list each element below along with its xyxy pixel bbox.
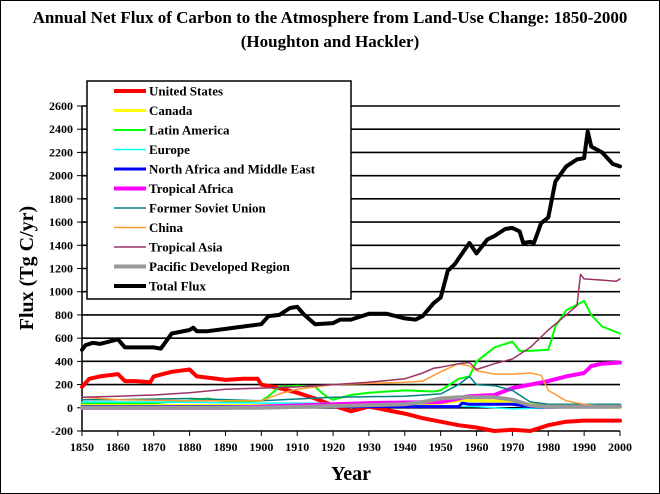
legend: United States Canada Latin America Europe No… xyxy=(86,80,352,300)
y-tick-label: 800 xyxy=(55,308,73,322)
y-tick-label: 2200 xyxy=(49,145,73,159)
x-tick-label: 1990 xyxy=(572,440,596,454)
x-tick-label: 1950 xyxy=(429,440,453,454)
x-tick-label: 1860 xyxy=(106,440,130,454)
x-tick-label: 1920 xyxy=(321,440,345,454)
chart-title: Annual Net Flux of Carbon to the Atmosph… xyxy=(32,8,628,27)
x-tick-label: 1930 xyxy=(357,440,381,454)
x-tick-label: 2000 xyxy=(608,440,632,454)
y-tick-label: -200 xyxy=(51,424,73,438)
series-line-china xyxy=(81,362,621,409)
x-tick-label: 1940 xyxy=(393,440,417,454)
series-line-united-states xyxy=(80,367,622,433)
legend-label-tropical-africa: Tropical Africa xyxy=(149,181,234,196)
series-line-former-soviet-union xyxy=(81,375,621,406)
x-tick-label: 1980 xyxy=(536,440,560,454)
y-tick-label: 400 xyxy=(55,354,73,368)
x-tick-label: 1910 xyxy=(285,440,309,454)
x-axis: 1850 1860 1870 1880 1890 1900 1910 1920 1930 1940… xyxy=(70,430,632,454)
legend-label-united-states: United States xyxy=(149,84,223,99)
y-axis-label: Flux (Tg C/yr) xyxy=(16,206,38,330)
y-tick-label: 600 xyxy=(55,331,73,345)
series-lines xyxy=(80,129,622,433)
legend-label-north-africa-and-middle-east: North Africa and Middle East xyxy=(149,162,316,177)
y-tick-label: 2400 xyxy=(49,122,73,136)
y-tick-label: 2000 xyxy=(49,169,73,183)
y-tick-label: 2600 xyxy=(49,99,73,113)
x-tick-label: 1900 xyxy=(249,440,273,454)
series-line-latin-america xyxy=(81,300,621,405)
series-line-pacific-developed-region xyxy=(80,395,622,410)
series-line-tropical-asia xyxy=(81,273,621,399)
x-tick-label: 1890 xyxy=(213,440,237,454)
y-tick-label: 1400 xyxy=(49,238,73,252)
y-tick-label: 1800 xyxy=(49,192,73,206)
legend-label-former-soviet-union: Former Soviet Union xyxy=(149,201,267,216)
x-tick-label: 1870 xyxy=(142,440,166,454)
x-axis-label: Year xyxy=(331,463,371,485)
y-axis: 2600240022002000180016001400120010008006… xyxy=(49,99,83,438)
x-tick-label: 1970 xyxy=(500,440,524,454)
legend-label-total-flux: Total Flux xyxy=(149,279,206,294)
legend-label-tropical-asia: Tropical Asia xyxy=(149,240,223,255)
legend-label-latin-america: Latin America xyxy=(149,123,230,138)
x-tick-label: 1880 xyxy=(178,440,202,454)
legend-label-pacific-developed-region: Pacific Developed Region xyxy=(149,259,291,274)
y-tick-label: 200 xyxy=(55,378,73,392)
x-tick-label: 1850 xyxy=(70,440,94,454)
y-tick-label: 0 xyxy=(67,401,73,415)
legend-label-china: China xyxy=(149,220,183,235)
x-tick-label: 1960 xyxy=(465,440,489,454)
series-line-total-flux xyxy=(80,129,622,352)
y-tick-label: 1000 xyxy=(49,285,73,299)
chart-subtitle: (Houghton and Hackler) xyxy=(240,32,420,51)
y-tick-label: 1600 xyxy=(49,215,73,229)
legend-label-canada: Canada xyxy=(149,103,193,118)
legend-label-europe: Europe xyxy=(149,142,190,157)
y-tick-label: 1200 xyxy=(49,262,73,276)
